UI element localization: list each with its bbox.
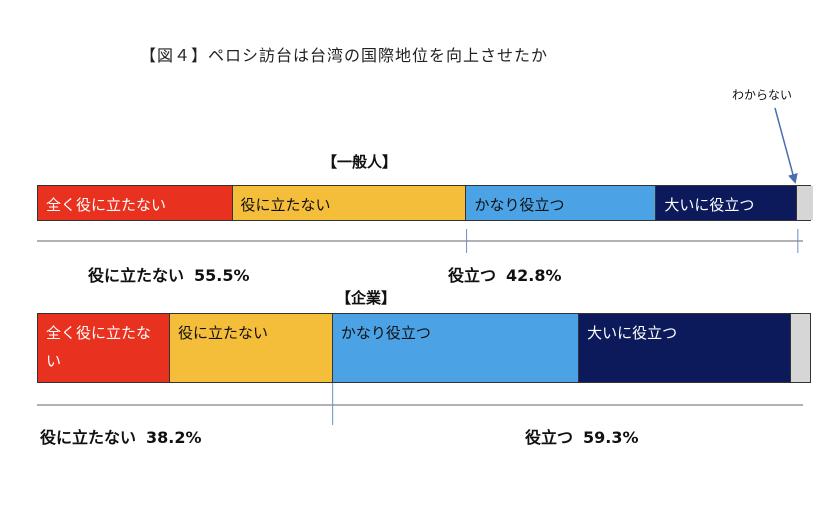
- summary-negative-label: 役に立たない: [40, 428, 137, 447]
- summary-positive-label: 役立つ: [448, 266, 497, 285]
- segment-label: 全く役に立たない: [46, 324, 152, 370]
- segment-label: 大いに役立つ: [664, 196, 755, 214]
- summary-positive-value: 59.3%: [583, 428, 639, 447]
- stacked-bar-company: 全く役に立たない 役に立たない かなり役立つ 大いに役立つ: [37, 313, 811, 383]
- stacked-bar-general: 全く役に立たない 役に立たない かなり役立つ 大いに役立つ: [37, 185, 813, 221]
- summary-negative-company: 役に立たない 38.2%: [40, 424, 202, 448]
- dont-know-arrow: [774, 107, 798, 184]
- chart-title: 【図４】ペロシ訪台は台湾の国際地位を向上させたか: [140, 46, 549, 65]
- seg-not-useful: 役に立たない: [232, 186, 467, 220]
- seg-fairly-useful: かなり役立つ: [466, 186, 657, 220]
- seg-very-useful: 大いに役立つ: [656, 186, 797, 220]
- segment-label: 役に立たない: [240, 196, 331, 214]
- segment-label: 大いに役立つ: [587, 324, 678, 342]
- seg-fairly-useful: かなり役立つ: [332, 314, 580, 382]
- summary-negative-value: 38.2%: [146, 428, 202, 447]
- group-label-general: 【一般人】: [322, 153, 398, 171]
- group-label-company: 【企業】: [336, 289, 397, 307]
- summary-positive-value: 42.8%: [506, 266, 562, 285]
- summary-positive-company: 役立つ 59.3%: [525, 424, 639, 448]
- segment-label: 全く役に立たない: [46, 196, 167, 214]
- seg-not-useful-at-all: 全く役に立たない: [38, 314, 170, 382]
- summary-positive-general: 役立つ 42.8%: [448, 262, 562, 286]
- segment-label: 役に立たない: [178, 324, 269, 342]
- summary-negative-label: 役に立たない: [88, 266, 185, 285]
- summary-negative-value: 55.5%: [194, 266, 250, 285]
- dont-know-callout: わからない: [732, 88, 793, 102]
- segment-label: かなり役立つ: [340, 324, 431, 342]
- segment-label: かなり役立つ: [474, 196, 565, 214]
- seg-not-useful-at-all: 全く役に立たない: [38, 186, 233, 220]
- summary-positive-label: 役立つ: [525, 428, 574, 447]
- seg-dont-know: [790, 314, 810, 382]
- seg-dont-know: [796, 186, 813, 220]
- seg-very-useful: 大いに役立つ: [579, 314, 791, 382]
- summary-negative-general: 役に立たない 55.5%: [88, 262, 250, 286]
- seg-not-useful: 役に立たない: [170, 314, 333, 382]
